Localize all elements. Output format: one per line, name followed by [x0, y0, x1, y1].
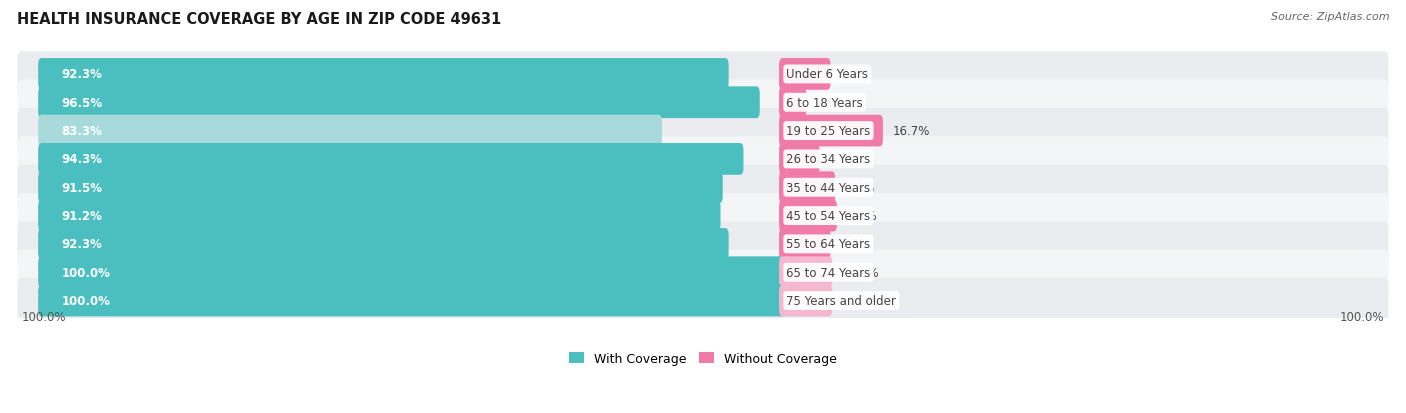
Text: 8.8%: 8.8%: [846, 209, 876, 223]
Text: 0.0%: 0.0%: [849, 266, 879, 279]
Text: 16.7%: 16.7%: [893, 125, 931, 138]
Text: 100.0%: 100.0%: [62, 266, 110, 279]
Text: 91.5%: 91.5%: [62, 181, 103, 194]
Text: 100.0%: 100.0%: [1340, 311, 1385, 324]
Text: 3.5%: 3.5%: [815, 97, 845, 109]
Text: 83.3%: 83.3%: [62, 125, 103, 138]
FancyBboxPatch shape: [779, 228, 831, 260]
Text: 0.0%: 0.0%: [849, 294, 879, 307]
Text: 26 to 34 Years: 26 to 34 Years: [786, 153, 870, 166]
FancyBboxPatch shape: [38, 285, 786, 317]
Text: 75 Years and older: 75 Years and older: [786, 294, 896, 307]
FancyBboxPatch shape: [18, 52, 1388, 97]
Text: 55 to 64 Years: 55 to 64 Years: [786, 238, 870, 251]
FancyBboxPatch shape: [38, 144, 744, 176]
Text: 8.5%: 8.5%: [845, 181, 875, 194]
FancyBboxPatch shape: [779, 144, 820, 176]
Text: 94.3%: 94.3%: [62, 153, 103, 166]
Text: 7.7%: 7.7%: [841, 238, 870, 251]
FancyBboxPatch shape: [38, 257, 786, 288]
FancyBboxPatch shape: [18, 137, 1388, 182]
FancyBboxPatch shape: [779, 200, 837, 232]
FancyBboxPatch shape: [38, 59, 728, 90]
FancyBboxPatch shape: [38, 116, 662, 147]
FancyBboxPatch shape: [18, 81, 1388, 126]
FancyBboxPatch shape: [779, 257, 832, 288]
FancyBboxPatch shape: [18, 250, 1388, 295]
FancyBboxPatch shape: [779, 116, 883, 147]
FancyBboxPatch shape: [18, 165, 1388, 210]
Text: 19 to 25 Years: 19 to 25 Years: [786, 125, 870, 138]
Text: 100.0%: 100.0%: [21, 311, 66, 324]
Text: 7.7%: 7.7%: [841, 68, 870, 81]
Text: 35 to 44 Years: 35 to 44 Years: [786, 181, 870, 194]
Text: 91.2%: 91.2%: [62, 209, 103, 223]
FancyBboxPatch shape: [779, 285, 832, 317]
FancyBboxPatch shape: [18, 222, 1388, 267]
FancyBboxPatch shape: [38, 200, 720, 232]
FancyBboxPatch shape: [779, 59, 831, 90]
Text: 92.3%: 92.3%: [62, 68, 103, 81]
FancyBboxPatch shape: [38, 87, 759, 119]
FancyBboxPatch shape: [38, 172, 723, 204]
Text: 96.5%: 96.5%: [62, 97, 103, 109]
Text: 5.8%: 5.8%: [830, 153, 859, 166]
Text: 92.3%: 92.3%: [62, 238, 103, 251]
Text: 100.0%: 100.0%: [62, 294, 110, 307]
FancyBboxPatch shape: [779, 172, 835, 204]
FancyBboxPatch shape: [18, 278, 1388, 323]
Legend: With Coverage, Without Coverage: With Coverage, Without Coverage: [564, 347, 842, 370]
FancyBboxPatch shape: [779, 87, 806, 119]
Text: Source: ZipAtlas.com: Source: ZipAtlas.com: [1271, 12, 1389, 22]
Text: Under 6 Years: Under 6 Years: [786, 68, 869, 81]
Text: 65 to 74 Years: 65 to 74 Years: [786, 266, 870, 279]
Text: HEALTH INSURANCE COVERAGE BY AGE IN ZIP CODE 49631: HEALTH INSURANCE COVERAGE BY AGE IN ZIP …: [17, 12, 501, 27]
FancyBboxPatch shape: [18, 109, 1388, 154]
FancyBboxPatch shape: [18, 193, 1388, 239]
Text: 6 to 18 Years: 6 to 18 Years: [786, 97, 863, 109]
Text: 45 to 54 Years: 45 to 54 Years: [786, 209, 870, 223]
FancyBboxPatch shape: [38, 228, 728, 260]
